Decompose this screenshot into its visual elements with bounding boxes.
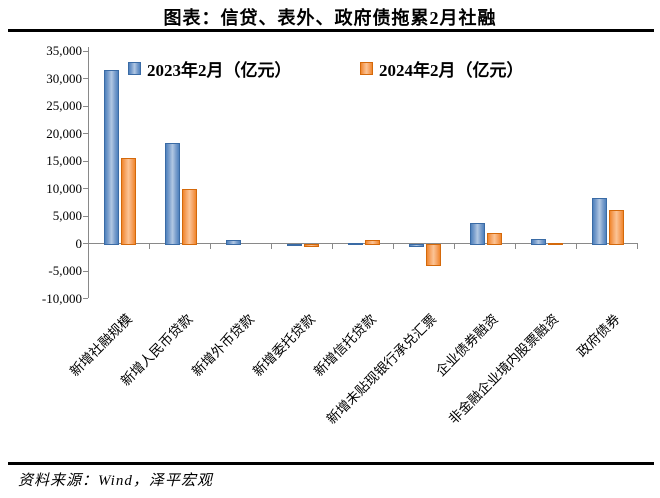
x-axis-tick — [454, 244, 455, 249]
x-axis-label: 新增社融规模 — [66, 311, 135, 380]
legend-label-2023: 2023年2月（亿元） — [147, 61, 292, 80]
bar-series1-企业债券融资 — [469, 222, 485, 245]
y-axis-tick — [83, 78, 88, 79]
x-axis-line — [88, 243, 638, 244]
bottom-divider-line — [8, 462, 654, 465]
x-axis-label: 企业债券融资 — [432, 311, 501, 380]
bar-series1-新增信托贷款 — [347, 242, 363, 245]
bar-series1-新增委托贷款 — [286, 244, 302, 247]
bar-series1-新增未贴现银行承兑汇票 — [408, 244, 424, 247]
y-axis-tick-label: 25,000 — [46, 98, 82, 113]
y-axis-tick — [83, 298, 88, 299]
source-note: 资料来源：Wind，泽平宏观 — [18, 473, 213, 489]
y-axis-tick-label: 35,000 — [46, 43, 82, 58]
bar-series1-新增人民币贷款 — [164, 142, 180, 245]
x-axis-label: 新增信托贷款 — [310, 311, 379, 380]
bar-series2-新增委托贷款 — [303, 244, 319, 247]
y-axis-tick — [83, 105, 88, 107]
legend-marker-2023 — [128, 62, 141, 75]
legend-item-2024: 2024年2月（亿元） — [360, 56, 524, 81]
y-axis-tick-label: -5,000 — [48, 263, 82, 278]
y-axis-tick-label: 10,000 — [46, 180, 82, 196]
x-axis-tick — [149, 244, 150, 249]
bar-series1-非金融企业境内股票融资 — [530, 239, 546, 245]
bar-series2-新增社融规模 — [120, 157, 136, 245]
x-axis-tick — [210, 244, 211, 249]
x-axis-tick — [393, 244, 394, 249]
y-axis-tick-label: 5,000 — [52, 208, 82, 223]
y-axis-tick — [83, 270, 88, 272]
bar-series2-企业债券融资 — [486, 232, 502, 245]
y-axis-tick-label: 20,000 — [46, 125, 82, 141]
bar-series2-政府债券 — [608, 209, 624, 245]
x-axis-label: 政府债券 — [573, 311, 623, 361]
y-axis-tick-label: 30,000 — [46, 70, 82, 86]
bar-series2-新增信托贷款 — [364, 239, 380, 245]
y-axis-tick — [83, 133, 88, 134]
legend-marker-2024 — [360, 62, 373, 75]
x-axis-tick — [332, 244, 333, 249]
y-axis-tick — [83, 160, 88, 162]
bar-series1-新增社融规模 — [103, 69, 119, 245]
chart-title: 图表：信贷、表外、政府债拖累2月社融 — [163, 8, 497, 28]
y-axis-tick-label: -10,000 — [41, 290, 82, 306]
bar-series1-新增外币贷款 — [225, 240, 241, 245]
legend-item-2023: 2023年2月（亿元） — [128, 56, 292, 81]
y-axis-tick — [83, 243, 88, 244]
x-axis-tick — [271, 244, 272, 249]
x-axis-tick — [637, 244, 638, 249]
y-axis-tick-label: 0 — [75, 235, 83, 251]
x-axis-tick — [515, 244, 516, 249]
y-axis-line — [88, 47, 89, 298]
bar-series2-新增人民币贷款 — [181, 189, 197, 245]
bar-series1-政府债券 — [591, 198, 607, 245]
bar-series2-新增未贴现银行承兑汇票 — [425, 244, 441, 267]
x-axis-label: 非金融企业境内股票融资 — [445, 311, 562, 427]
legend-label-2024: 2024年2月（亿元） — [379, 61, 524, 80]
y-axis-tick — [83, 188, 88, 189]
x-axis-label: 新增委托贷款 — [249, 311, 318, 380]
y-axis-tick — [83, 215, 88, 217]
top-divider-line — [8, 29, 654, 32]
y-axis-tick — [83, 50, 88, 52]
x-axis-label: 新增外币贷款 — [188, 311, 257, 380]
bar-series2-非金融企业境内股票融资 — [547, 242, 563, 245]
x-axis-tick — [576, 244, 577, 249]
x-axis-tick — [88, 244, 89, 249]
y-axis-tick-label: 15,000 — [46, 153, 82, 168]
x-axis-label: 新增未贴现银行承兑汇票 — [323, 311, 440, 427]
